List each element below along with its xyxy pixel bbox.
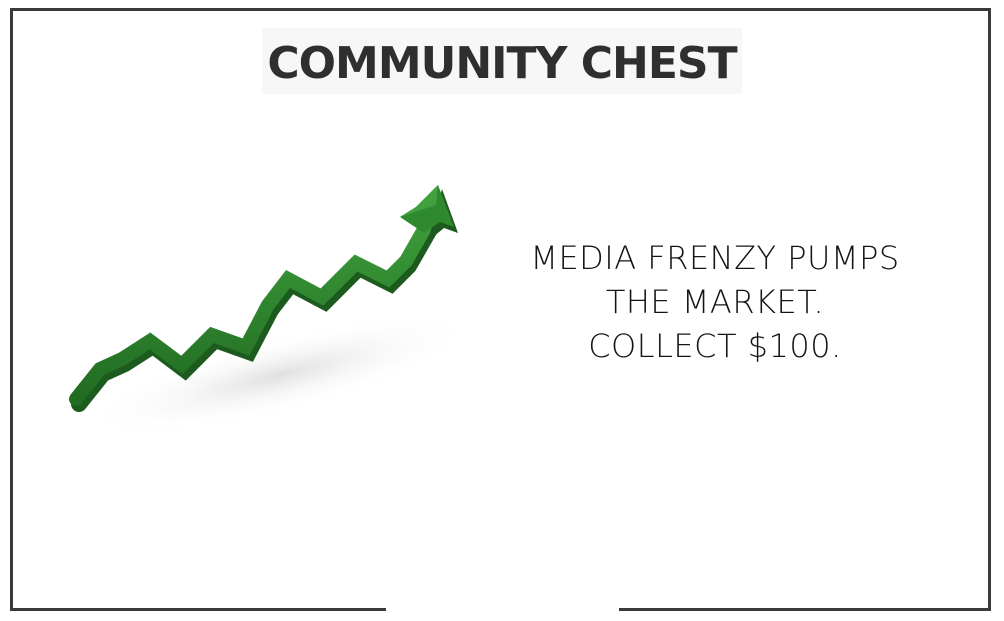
rising-arrow-icon bbox=[69, 185, 475, 436]
card-title: COMMUNITY CHEST bbox=[267, 38, 737, 89]
card-frame-gap bbox=[386, 603, 619, 615]
title-backdrop bbox=[262, 28, 742, 94]
card-message: MEDIA FRENZY PUMPS THE MARKET. COLLECT $… bbox=[500, 236, 930, 368]
message-line: THE MARKET. bbox=[605, 283, 825, 321]
message-line: COLLECT $100. bbox=[588, 327, 842, 365]
message-line: MEDIA FRENZY PUMPS bbox=[530, 239, 900, 277]
rising-arrow-illustration bbox=[60, 175, 480, 455]
